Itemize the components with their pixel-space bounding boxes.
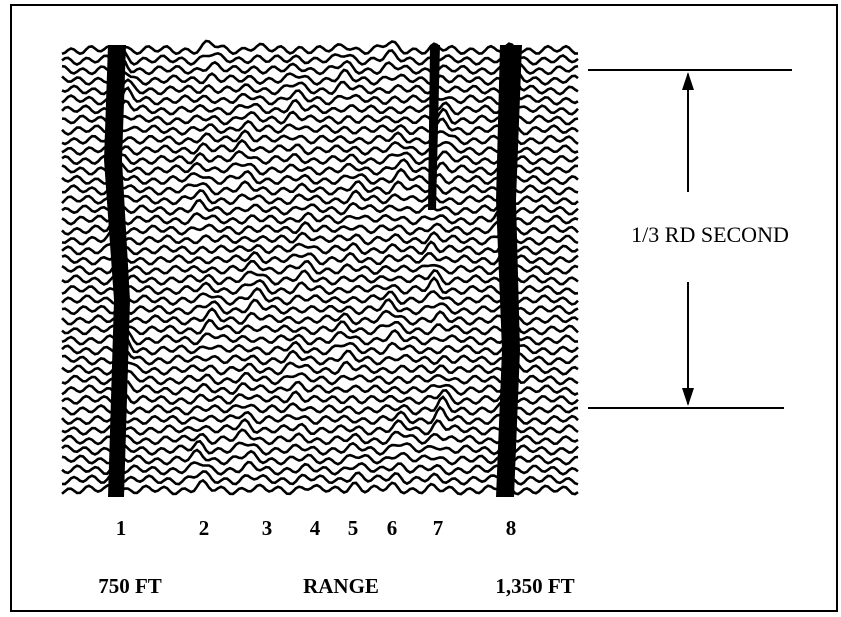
- dark-band: [104, 45, 130, 497]
- trace: [61, 66, 579, 86]
- trace: [61, 198, 579, 216]
- trace: [61, 298, 579, 316]
- trace: [61, 49, 579, 66]
- trace: [61, 478, 579, 496]
- trace: [61, 167, 579, 186]
- trace: [61, 395, 578, 416]
- trace: [61, 259, 579, 276]
- trace: [61, 307, 579, 326]
- range-start: 750 FT: [98, 574, 162, 598]
- trace: [61, 377, 579, 396]
- trace: [61, 235, 579, 256]
- trace: [61, 348, 579, 366]
- trace: [61, 57, 579, 76]
- trace: [61, 460, 579, 476]
- trace: [61, 268, 579, 286]
- trace: [61, 439, 579, 456]
- trace: [61, 129, 579, 146]
- trace: [61, 207, 579, 226]
- marker-label: 4: [310, 516, 321, 540]
- trace: [61, 217, 579, 236]
- marker-labels: 1 2 3 4 5 6 7 8: [116, 516, 517, 540]
- trace: [61, 318, 579, 336]
- trace: [61, 138, 579, 156]
- trace: [61, 180, 579, 196]
- trace: [61, 359, 579, 376]
- marker-label: 5: [348, 516, 359, 540]
- trace: [61, 227, 579, 246]
- arrow-head-up: [682, 72, 694, 90]
- trace: [61, 448, 579, 466]
- range-end: 1,350 FT: [495, 574, 574, 598]
- dark-band: [496, 45, 522, 497]
- trace-display: [61, 39, 579, 497]
- trace: [61, 388, 579, 406]
- trace: [61, 336, 579, 356]
- trace: [61, 77, 579, 96]
- trace: [61, 117, 579, 136]
- range-title: RANGE: [303, 574, 379, 598]
- trace: [61, 418, 579, 436]
- trace: [61, 149, 579, 166]
- dark-band: [428, 45, 440, 210]
- trace: [61, 428, 579, 446]
- trace: [61, 39, 579, 56]
- marker-label: 3: [262, 516, 273, 540]
- marker-label: 8: [506, 516, 517, 540]
- trace: [61, 98, 579, 116]
- marker-label: 1: [116, 516, 127, 540]
- marker-label: 2: [199, 516, 210, 540]
- trace: [61, 368, 579, 386]
- trace: [61, 276, 579, 296]
- arrow-head-down: [682, 388, 694, 406]
- trace: [61, 158, 579, 176]
- trace: [61, 107, 579, 126]
- marker-label: 7: [433, 516, 444, 540]
- trace: [61, 328, 579, 346]
- trace: [61, 286, 579, 306]
- trace: [61, 405, 579, 426]
- trace: [61, 470, 579, 486]
- trace: [61, 188, 579, 206]
- marker-label: 6: [387, 516, 398, 540]
- trace: [61, 249, 579, 266]
- trace: [61, 86, 579, 106]
- scale-label: 1/3 RD SECOND: [631, 222, 789, 247]
